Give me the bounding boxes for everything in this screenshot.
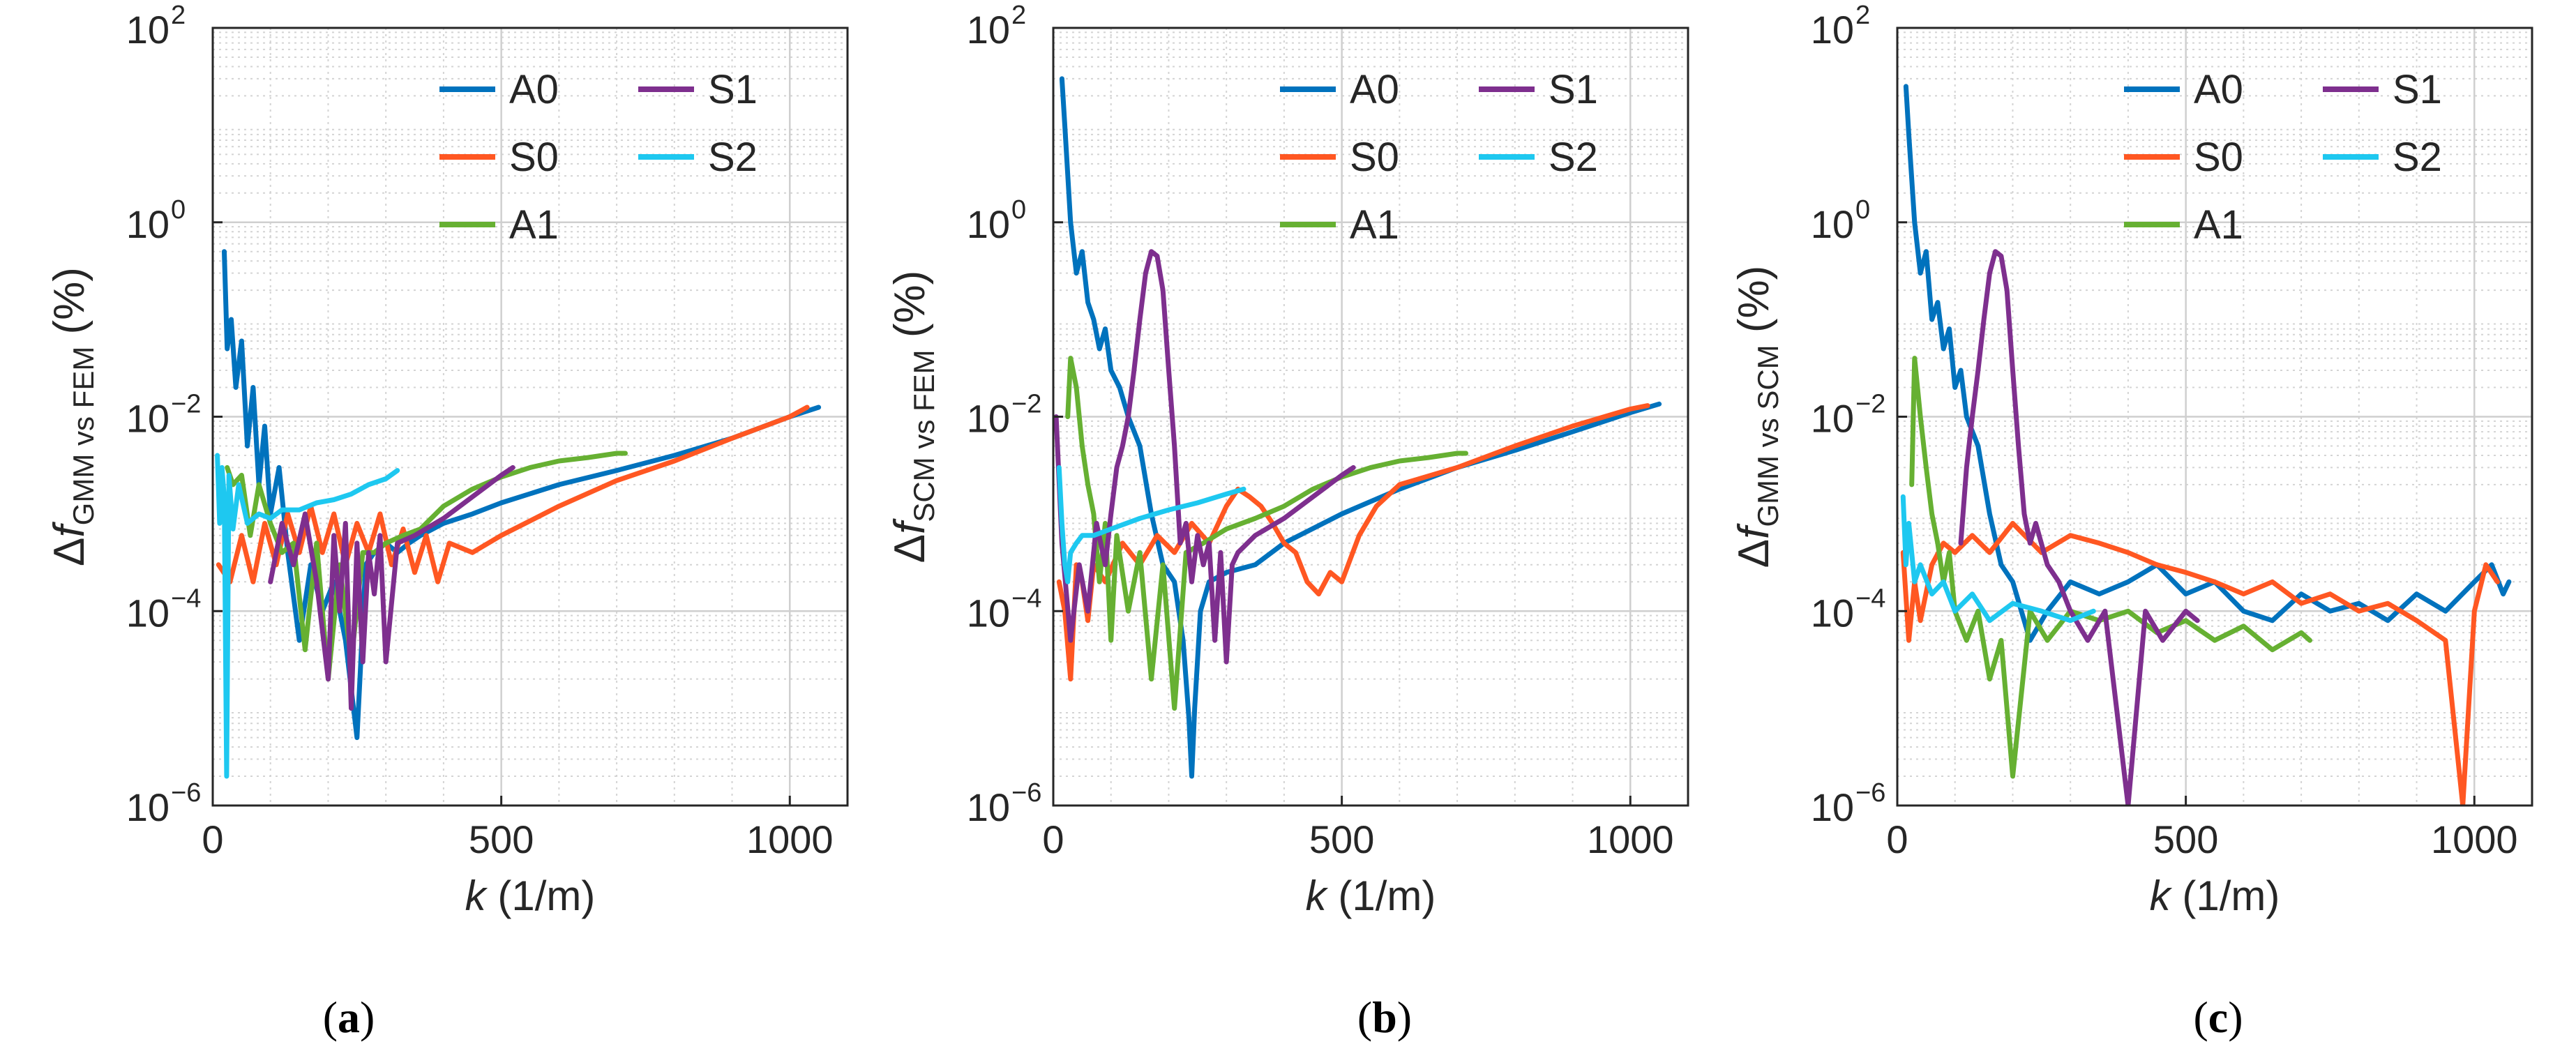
x-tick-label: 0 [1886,817,1908,861]
y-tick-label: 10 [1811,591,1854,635]
panel-label: (c) [2193,992,2243,1042]
y-tick-label: 10 [967,202,1010,246]
y-tick-label: 10 [126,202,170,246]
series-line-a1 [1909,356,2312,779]
panel-label: (a) [323,992,375,1042]
y-axis-label: ΔfGMM vs SCM (%) [1730,266,1784,568]
y-tick-label: 10 [126,397,170,441]
y-tick-exponent: 0 [171,195,186,225]
series-line-a0 [1903,84,2512,643]
y-tick-label: 10 [1811,8,1854,52]
grid [1052,27,1688,807]
x-tick-label: 1000 [2431,817,2518,861]
y-tick-label: 10 [967,397,1010,441]
x-axis-label: k (1/m) [465,872,596,919]
series-line-s2 [215,453,400,779]
legend-label-s2: S2 [708,135,758,180]
y-tick-exponent: 0 [1011,195,1026,225]
legend: A0 S0 A1 S1 S2 [439,67,758,248]
x-tick-label: 1000 [1587,817,1674,861]
x-tick-label: 500 [2153,817,2218,861]
x-axis-label: k (1/m) [2150,872,2280,919]
y-tick-exponent: −2 [1855,390,1885,419]
legend-label-s0: S0 [509,135,559,180]
legend-label-a0: A0 [2194,67,2243,112]
legend-label-a0: A0 [509,67,559,112]
x-axis-label: k (1/m) [1306,872,1436,919]
x-tick-label: 500 [469,817,534,861]
y-tick-exponent: −2 [1011,390,1041,419]
legend-label-s1: S1 [2393,67,2442,112]
legend-label-s1: S1 [708,67,758,112]
x-tick-label: 0 [202,817,223,861]
series-line-a1 [1065,356,1468,711]
y-tick-exponent: 2 [1855,1,1870,30]
y-tick-exponent: −6 [1011,778,1041,808]
y-tick-exponent: −6 [171,778,201,808]
y-tick-exponent: 2 [1011,1,1026,30]
series-line-a0 [222,249,822,741]
series-line-s1 [1053,249,1356,665]
x-tick-label: 0 [1042,817,1064,861]
series-line-s0 [216,404,810,584]
legend-label-s0: S0 [2194,135,2243,180]
y-tick-exponent: −4 [1011,584,1041,613]
legend-label-a1: A1 [2194,202,2243,248]
legend: A0 S0 A1 S1 S2 [2124,67,2442,248]
series-group [215,249,822,779]
legend-label-a1: A1 [509,202,559,248]
y-tick-label: 10 [1811,202,1854,246]
legend-label-s2: S2 [1549,135,1598,180]
y-tick-label: 10 [126,785,170,829]
panel-label: (b) [1357,992,1412,1042]
y-tick-exponent: 2 [171,1,186,30]
legend: A0 S0 A1 S1 S2 [1280,67,1598,248]
series-group [1053,76,1662,779]
y-tick-label: 10 [126,591,170,635]
y-tick-label: 10 [967,591,1010,635]
grid [211,27,848,807]
series-line-s1 [1958,249,2200,806]
x-tick-label: 1000 [746,817,834,861]
legend-label-a1: A1 [1350,202,1399,248]
legend-label-s2: S2 [2393,135,2442,180]
legend-label-s1: S1 [1549,67,1598,112]
y-tick-exponent: −6 [1855,778,1885,808]
series-line-s2 [1056,464,1246,584]
y-tick-exponent: 0 [1855,195,1870,225]
x-tick-label: 500 [1309,817,1374,861]
y-tick-label: 10 [1811,397,1854,441]
y-tick-exponent: −4 [1855,584,1885,613]
series-line-s1 [268,464,515,711]
series-group [1900,84,2512,806]
y-tick-label: 10 [1811,785,1854,829]
y-tick-label: 10 [126,8,170,52]
y-tick-label: 10 [967,8,1010,52]
legend-label-s0: S0 [1350,135,1399,180]
y-tick-exponent: −4 [171,584,201,613]
y-tick-label: 10 [967,785,1010,829]
legend-label-a0: A0 [1350,67,1399,112]
y-axis-label: ΔfSCM vs FEM (%) [886,271,940,564]
y-tick-exponent: −2 [171,390,201,419]
y-axis-label: ΔfGMM vs FEM (%) [45,267,100,566]
series-line-s2 [1900,494,2096,623]
